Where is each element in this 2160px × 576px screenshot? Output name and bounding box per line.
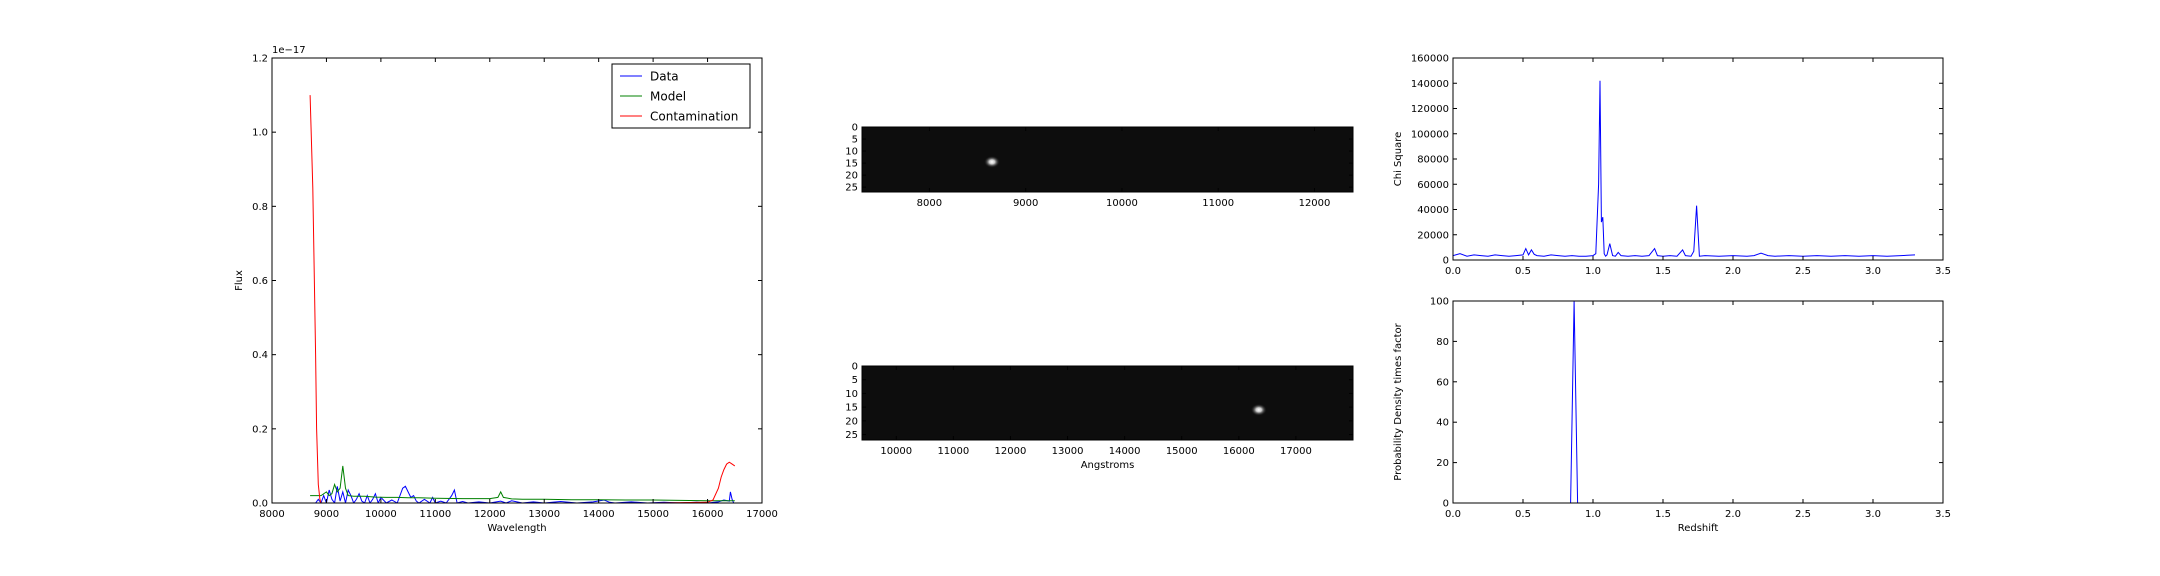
x-tick-label: 10000 <box>365 509 397 520</box>
x-tick-label: 14000 <box>583 509 615 520</box>
x-tick-label: 3.0 <box>1865 266 1881 277</box>
x-tick-label: 0.0 <box>1445 266 1461 277</box>
x-tick-label: 3.0 <box>1865 509 1881 520</box>
legend-box <box>611 63 751 129</box>
y-tick-label: 0 <box>852 362 858 373</box>
x-tick-label: 16000 <box>1223 446 1255 457</box>
x-tick-label: 14000 <box>1109 446 1141 457</box>
y-tick-label: 0 <box>852 123 858 134</box>
y-tick-label: 0.4 <box>252 350 268 361</box>
x-tick-label: 17000 <box>1280 446 1312 457</box>
x-tick-label: 11000 <box>419 509 451 520</box>
y-tick-label: 15 <box>845 159 858 170</box>
y-tick-label: 0.6 <box>252 276 268 287</box>
y-tick-label: 40000 <box>1417 205 1449 216</box>
axes-frame <box>1452 300 1944 504</box>
source-blob <box>983 155 1000 168</box>
y-tick-label: 10 <box>845 147 858 158</box>
x-axis-label: Redshift <box>1678 523 1719 534</box>
x-tick-label: 12000 <box>995 446 1027 457</box>
x-tick-label: 1.0 <box>1585 509 1601 520</box>
y-tick-label: 20 <box>1436 458 1449 469</box>
y-tick-label: 0.2 <box>252 424 268 435</box>
axes-background <box>1453 301 1943 503</box>
x-tick-label: 3.5 <box>1935 266 1951 277</box>
y-tick-label: 1.2 <box>252 54 268 65</box>
y-tick-label: 5 <box>852 375 858 386</box>
y-tick-label: 100000 <box>1411 129 1449 140</box>
spectrum-image-2 <box>862 366 1353 440</box>
axes-background <box>272 58 762 503</box>
x-tick-label: 16000 <box>692 509 724 520</box>
x-tick-label: 1.5 <box>1655 509 1671 520</box>
x-tick-label: 0.5 <box>1515 266 1531 277</box>
axis-offset-label: 1e−17 <box>272 45 306 56</box>
series-line-model <box>310 465 735 502</box>
x-axis-label: Wavelength <box>487 523 546 534</box>
y-tick-label: 15 <box>845 403 858 414</box>
y-tick-label: 100 <box>1430 297 1449 308</box>
x-tick-label: 17000 <box>746 509 778 520</box>
y-tick-label: 0.0 <box>252 499 268 510</box>
x-tick-label: 10000 <box>1106 198 1138 209</box>
y-tick-label: 0 <box>1443 256 1449 267</box>
axes-frame <box>861 126 1354 193</box>
y-axis-label: Chi Square <box>1393 132 1404 186</box>
x-tick-label: 2.5 <box>1795 266 1811 277</box>
x-tick-label: 11000 <box>937 446 969 457</box>
x-tick-label: 13000 <box>1052 446 1084 457</box>
legend-label: Data <box>650 70 679 84</box>
y-tick-label: 25 <box>845 430 858 441</box>
y-tick-label: 1.0 <box>252 128 268 139</box>
x-tick-label: 13000 <box>528 509 560 520</box>
x-tick-label: 2.5 <box>1795 509 1811 520</box>
y-tick-label: 60 <box>1436 377 1449 388</box>
x-tick-label: 12000 <box>1299 198 1331 209</box>
y-tick-label: 20000 <box>1417 230 1449 241</box>
x-tick-label: 15000 <box>637 509 669 520</box>
y-tick-label: 20 <box>845 416 858 427</box>
x-tick-label: 3.5 <box>1935 509 1951 520</box>
series-line-contamination <box>309 95 736 503</box>
x-tick-label: 11000 <box>1202 198 1234 209</box>
spectrum-image-1 <box>862 127 1353 192</box>
x-tick-label: 2.0 <box>1725 266 1741 277</box>
y-axis-label: Probability Density times factor <box>1393 322 1404 480</box>
x-tick-label: 1.5 <box>1655 266 1671 277</box>
x-tick-label: 9000 <box>314 509 339 520</box>
y-tick-label: 60000 <box>1417 180 1449 191</box>
legend-label: Model <box>650 90 686 104</box>
y-tick-label: 5 <box>852 135 858 146</box>
y-tick-label: 25 <box>845 183 858 194</box>
y-tick-label: 140000 <box>1411 79 1449 90</box>
x-tick-label: 1.0 <box>1585 266 1601 277</box>
y-tick-label: 20 <box>845 171 858 182</box>
y-tick-label: 0.8 <box>252 202 268 213</box>
y-tick-label: 10 <box>845 389 858 400</box>
x-tick-label: 2.0 <box>1725 509 1741 520</box>
x-tick-label: 9000 <box>1013 198 1038 209</box>
axes-frame <box>861 365 1354 441</box>
x-tick-label: 0.0 <box>1445 509 1461 520</box>
x-tick-label: 15000 <box>1166 446 1198 457</box>
series-line-chart3-0 <box>1453 80 1916 257</box>
y-tick-label: 40 <box>1436 418 1449 429</box>
y-tick-label: 0 <box>1443 499 1449 510</box>
y-tick-label: 160000 <box>1411 54 1449 65</box>
x-tick-label: 8000 <box>917 198 942 209</box>
x-tick-label: 10000 <box>880 446 912 457</box>
source-blob <box>1250 403 1267 416</box>
x-axis-label: Angstroms <box>1081 460 1135 471</box>
y-tick-label: 120000 <box>1411 104 1449 115</box>
y-axis-label: Flux <box>234 270 245 291</box>
y-tick-label: 80 <box>1436 337 1449 348</box>
x-tick-label: 8000 <box>259 509 284 520</box>
x-tick-label: 12000 <box>474 509 506 520</box>
legend-label: Contamination <box>650 110 738 124</box>
x-tick-label: 0.5 <box>1515 509 1531 520</box>
y-tick-label: 80000 <box>1417 155 1449 166</box>
